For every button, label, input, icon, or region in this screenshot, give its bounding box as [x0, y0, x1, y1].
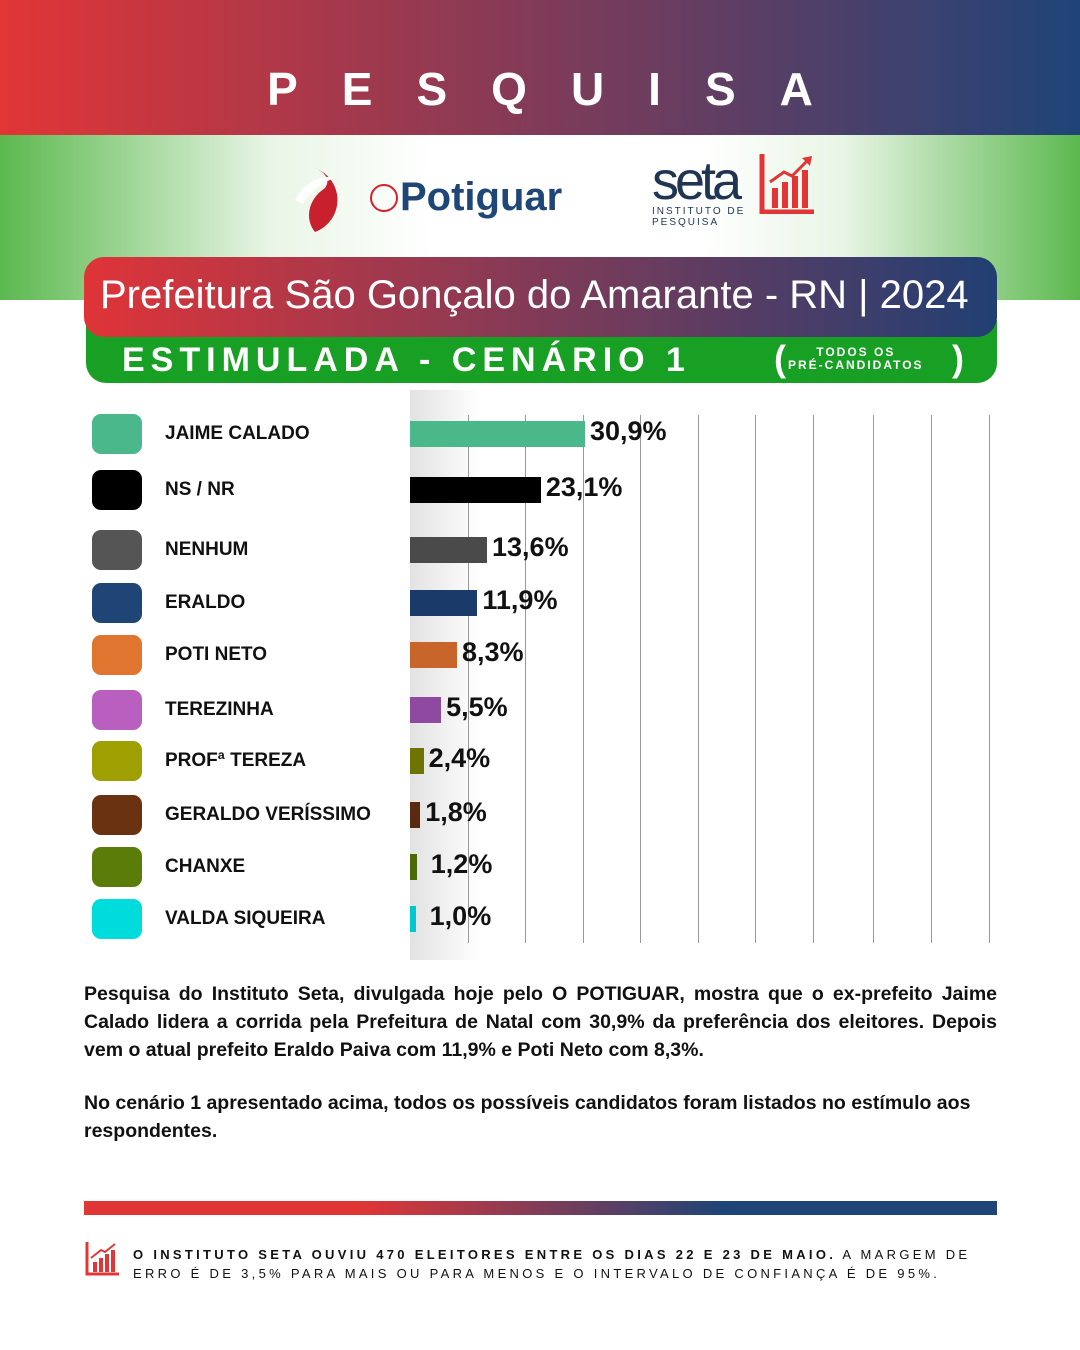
seta-logo-subtitle: INSTITUTO DE PESQUISA	[652, 206, 746, 228]
description-paragraph-1: Pesquisa do Instituto Seta, divulgada ho…	[84, 983, 997, 1061]
bar	[410, 854, 417, 880]
logo-o-ring	[370, 184, 398, 212]
bar	[410, 802, 421, 828]
gridline	[468, 415, 469, 943]
category-label: ERALDO	[165, 592, 246, 613]
gridline	[640, 415, 641, 943]
scenario-label: ESTIMULADA - CENÁRIO 1	[122, 341, 691, 379]
gridline	[755, 415, 756, 943]
seta-logo: seta INSTITUTO DE PESQUISA	[652, 150, 817, 228]
footer-bold: O INSTITUTO SETA OUVIU 470 ELEITORES ENT…	[133, 1247, 837, 1262]
bar	[410, 748, 424, 774]
note-line-2: PRÉ-CANDIDATOS	[788, 358, 924, 372]
legend-swatch	[92, 690, 142, 730]
legend-swatch	[92, 414, 142, 454]
category-label: CHANXE	[165, 856, 246, 877]
legend-swatch	[92, 470, 142, 510]
category-label: TEREZINHA	[165, 699, 274, 720]
category-label: NENHUM	[165, 539, 249, 560]
value-label: 23,1%	[545, 472, 623, 502]
value-label: 30,9%	[590, 416, 667, 446]
footer-rest: A MARGEM DE ERRO É DE 3,5% PARA MAIS OU …	[133, 1247, 971, 1281]
header-banner: PESQUISA	[0, 0, 1080, 135]
category-label: POTI NETO	[165, 644, 268, 665]
value-label: 2,4%	[428, 743, 491, 773]
scenario-note: TODOS OS PRÉ-CANDIDATOS	[788, 346, 924, 372]
bar	[410, 477, 541, 503]
category-label: JAIME CALADO	[165, 423, 310, 444]
footer-chart-icon	[85, 1242, 119, 1276]
bar	[410, 421, 585, 447]
potiguar-logo: Potiguar	[370, 175, 562, 220]
category-label: VALDA SIQUEIRA	[165, 908, 326, 929]
value-label: 1,2%	[430, 849, 493, 879]
value-label: 1,8%	[425, 797, 487, 827]
legend-swatch	[92, 583, 142, 623]
value-label: 11,9%	[482, 585, 558, 615]
legend-swatch	[92, 795, 142, 835]
gridline	[931, 415, 932, 943]
legend-swatch	[92, 899, 142, 939]
bar-chart-arrow-icon	[759, 154, 814, 214]
category-label: PROFª TEREZA	[165, 750, 307, 771]
gridline	[525, 415, 526, 943]
legend-swatch	[92, 635, 142, 675]
footer-rule	[84, 1201, 997, 1215]
chart-title: Prefeitura São Gonçalo do Amarante - RN …	[84, 257, 997, 337]
bar	[410, 537, 488, 563]
potiguar-logo-text: Potiguar	[400, 175, 563, 219]
scenario-bar: ESTIMULADA - CENÁRIO 1 ( TODOS OS PRÉ-CAN…	[86, 320, 997, 383]
value-label: 13,6%	[492, 532, 569, 562]
legend-swatch	[92, 847, 142, 887]
gridline	[813, 415, 814, 943]
value-label: 5,5%	[446, 692, 508, 722]
gridline	[989, 415, 990, 943]
open-paren: (	[774, 338, 786, 379]
value-label: 1,0%	[429, 901, 492, 931]
footer-methodology: O INSTITUTO SETA OUVIU 470 ELEITORES ENT…	[133, 1245, 1003, 1283]
header-title: PESQUISA	[267, 63, 857, 115]
bar	[410, 697, 442, 723]
bar	[410, 906, 416, 932]
category-label: NS / NR	[165, 479, 235, 500]
legend-swatch	[92, 530, 142, 570]
bar	[410, 642, 457, 668]
value-label: 8,3%	[462, 637, 524, 667]
description-paragraph-2: No cenário 1 apresentado acima, todos os…	[84, 1092, 971, 1142]
note-line-1: TODOS OS	[816, 345, 896, 359]
gridline	[583, 415, 584, 943]
legend-swatch	[92, 741, 142, 781]
potiguar-emblem-icon	[265, 162, 338, 234]
close-paren: )	[952, 338, 964, 379]
gridline	[873, 415, 874, 943]
seta-logo-text: seta	[652, 151, 742, 211]
bar	[410, 590, 478, 616]
category-label: GERALDO VERÍSSIMO	[165, 804, 371, 825]
gridline	[698, 415, 699, 943]
